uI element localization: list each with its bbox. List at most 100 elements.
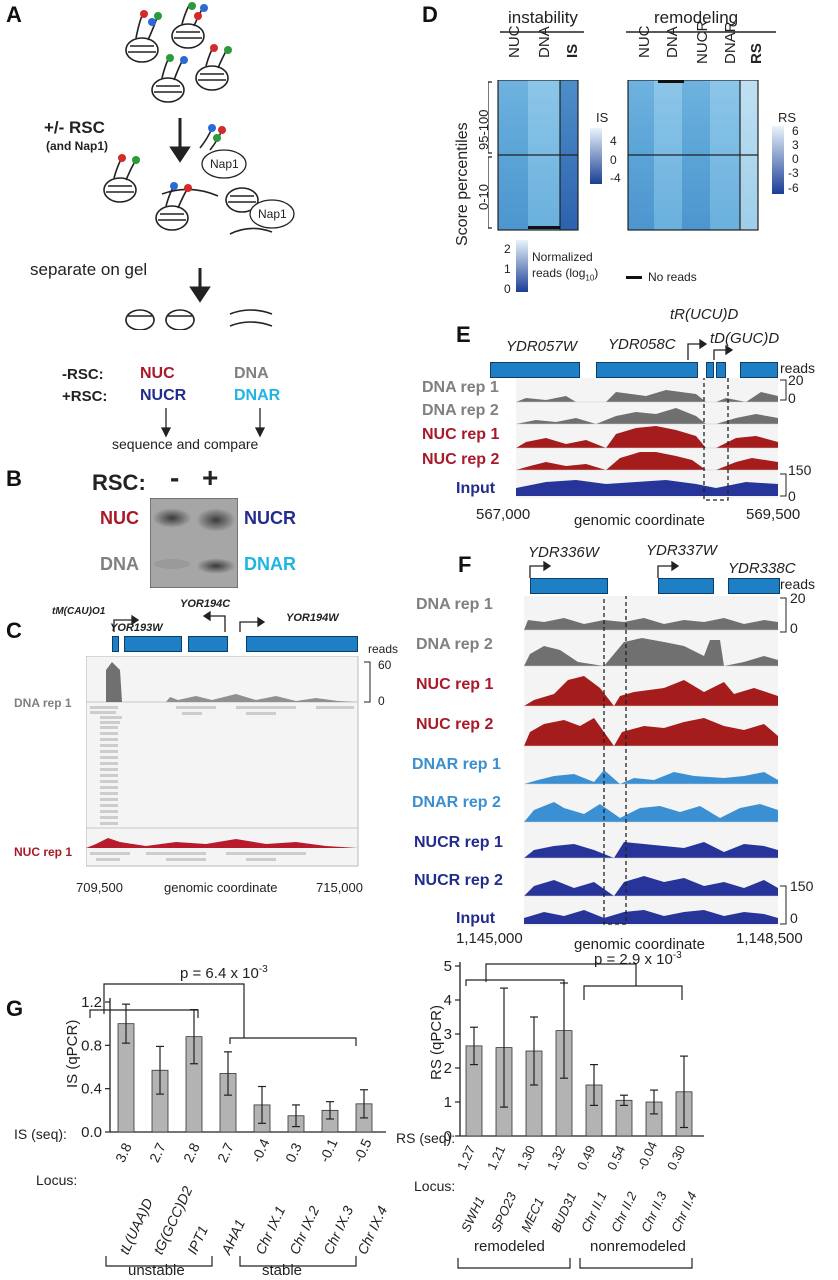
e-x-start: 567,000 [476, 506, 531, 523]
d-instability-title: instability [508, 8, 578, 27]
e-x-label: genomic coordinate [574, 512, 705, 529]
gene-label-yor193w: YOR193W [110, 622, 163, 634]
e-scale1-top: 20 [788, 372, 804, 388]
reads-label-c: reads [368, 642, 399, 656]
d-heatmaps [488, 80, 759, 231]
panel-c-tracks [86, 656, 371, 867]
d-is-colorbar [590, 128, 602, 184]
gr-bars [465, 982, 693, 1137]
d-col-nucr: NUCR [694, 20, 711, 64]
d-norm-colorbar [516, 240, 528, 292]
e-gene-block-4 [716, 362, 726, 378]
e-tracks [516, 378, 787, 501]
gel-nucr-label: NUCR [244, 508, 296, 528]
gr-locus-label: Locus: [414, 1178, 456, 1194]
d-norm-tick-0: 0 [504, 282, 511, 296]
d-rs-colorbar-label: RS [778, 110, 797, 125]
gene-block-yor194w [246, 636, 358, 652]
d-is-tick-0: 0 [610, 153, 617, 167]
f-reads-label: reads [780, 576, 816, 592]
gel-nuc-label: NUC [100, 508, 139, 528]
f-gene-block-3 [728, 578, 780, 594]
gel-plus-label: + [202, 462, 219, 493]
f-track-dna-rep2: DNA rep 2 [416, 636, 493, 653]
plus-rsc-label: +RSC: [62, 388, 108, 405]
gr-seq-label: RS (seq): [396, 1130, 456, 1146]
d-norm-tick-1: 1 [504, 262, 511, 276]
panel-label-g: G [6, 996, 24, 1021]
dnar-label-a: DNAR [234, 387, 281, 404]
heatmap-instability [497, 80, 579, 231]
rsc-gel-label: RSC: [92, 470, 146, 495]
nucleosome-group-bottom [125, 309, 273, 330]
panel-label-a: A [6, 2, 22, 27]
rsc-sub-label: (and Nap1) [46, 139, 109, 153]
f-tracks [524, 596, 787, 926]
dna-label-a: DNA [234, 365, 269, 382]
d-col-dnar: DNAR [722, 21, 739, 64]
d-pct-bot: 0-10 [476, 183, 491, 210]
gene-block-tm [112, 636, 119, 652]
nucleosome-group-top [125, 3, 229, 103]
gr-ylabel: RS (qPCR) [428, 1004, 445, 1080]
e-track-dna-rep1: DNA rep 1 [422, 379, 499, 396]
f-track-nuc-rep1: NUC rep 1 [416, 676, 494, 693]
arrow-down-1 [169, 118, 191, 163]
d-norm-label-1: Normalized [532, 250, 593, 264]
gl-pvalue: p = 6.4 x 10-3 [180, 964, 268, 982]
y-tick-label: 4 [444, 992, 452, 1009]
scale-c-bot: 0 [378, 694, 385, 708]
scale-c-top: 60 [378, 658, 392, 672]
histone-marks-mid [118, 124, 226, 192]
y-tick-label: 5 [444, 958, 452, 975]
gel-image [150, 498, 238, 588]
d-col-dna-left: DNA [536, 26, 553, 58]
d-norm-tick-2: 2 [504, 242, 511, 256]
gl-group-stable: stable [262, 1262, 303, 1279]
f-gene-arrows [529, 560, 680, 578]
d-ylabel: Score percentiles [454, 122, 471, 246]
y-tick-label: 0 [444, 1128, 452, 1145]
histone-marks-top [140, 2, 232, 64]
d-is-tick-m4: -4 [610, 171, 621, 185]
e-gene-ydr058c: YDR058C [608, 336, 676, 353]
f-gene-block-2 [658, 578, 714, 594]
e-track-nuc-rep2: NUC rep 2 [422, 451, 500, 468]
d-rs-colorbar [772, 126, 784, 194]
d-no-reads-label: No reads [648, 270, 697, 284]
e-track-dna-rep2: DNA rep 2 [422, 402, 499, 419]
sequence-compare-label: sequence and compare [112, 436, 259, 452]
e-gene-block-2 [596, 362, 698, 378]
f-scale2-bot: 0 [790, 910, 798, 926]
e-track-input: Input [456, 480, 496, 497]
c-x-end: 715,000 [316, 880, 363, 895]
d-col-is: IS [564, 43, 581, 58]
e-gene-block-5 [740, 362, 778, 378]
f-scale1-top: 20 [790, 590, 806, 606]
f-x-end: 1,148,500 [736, 930, 803, 947]
gel-dna-label: DNA [100, 554, 139, 574]
panel-a-schematic [103, 2, 295, 330]
d-no-reads-swatch [626, 276, 642, 279]
d-col-rs: RS [748, 43, 765, 64]
minus-rsc-label: -RSC: [62, 366, 104, 383]
y-tick-label: 1.2 [81, 994, 102, 1011]
d-is-tick-4: 4 [610, 134, 617, 148]
d-header-lines [500, 31, 776, 33]
d-rs-tick-6: 6 [792, 124, 799, 138]
separate-on-gel-label: separate on gel [30, 260, 148, 279]
gr-group-remodeled: remodeled [474, 1238, 545, 1255]
d-norm-label-2: reads (log10) [532, 266, 599, 283]
e-x-end: 569,500 [746, 506, 801, 523]
track-c-dna-rep1: DNA rep 1 [14, 696, 72, 710]
arrow-down-2 [189, 268, 211, 303]
d-rs-tick-0: 0 [792, 152, 799, 166]
f-track-nucr-rep1: NUCR rep 1 [414, 834, 503, 851]
d-y-bracket [488, 81, 492, 229]
e-track-nuc-rep1: NUC rep 1 [422, 426, 500, 443]
d-is-colorbar-label: IS [596, 110, 609, 125]
nucleosome-group-mid [103, 127, 273, 235]
panel-label-f: F [458, 552, 472, 577]
panel-label-e: E [456, 322, 471, 347]
panel-label-d: D [422, 2, 438, 27]
